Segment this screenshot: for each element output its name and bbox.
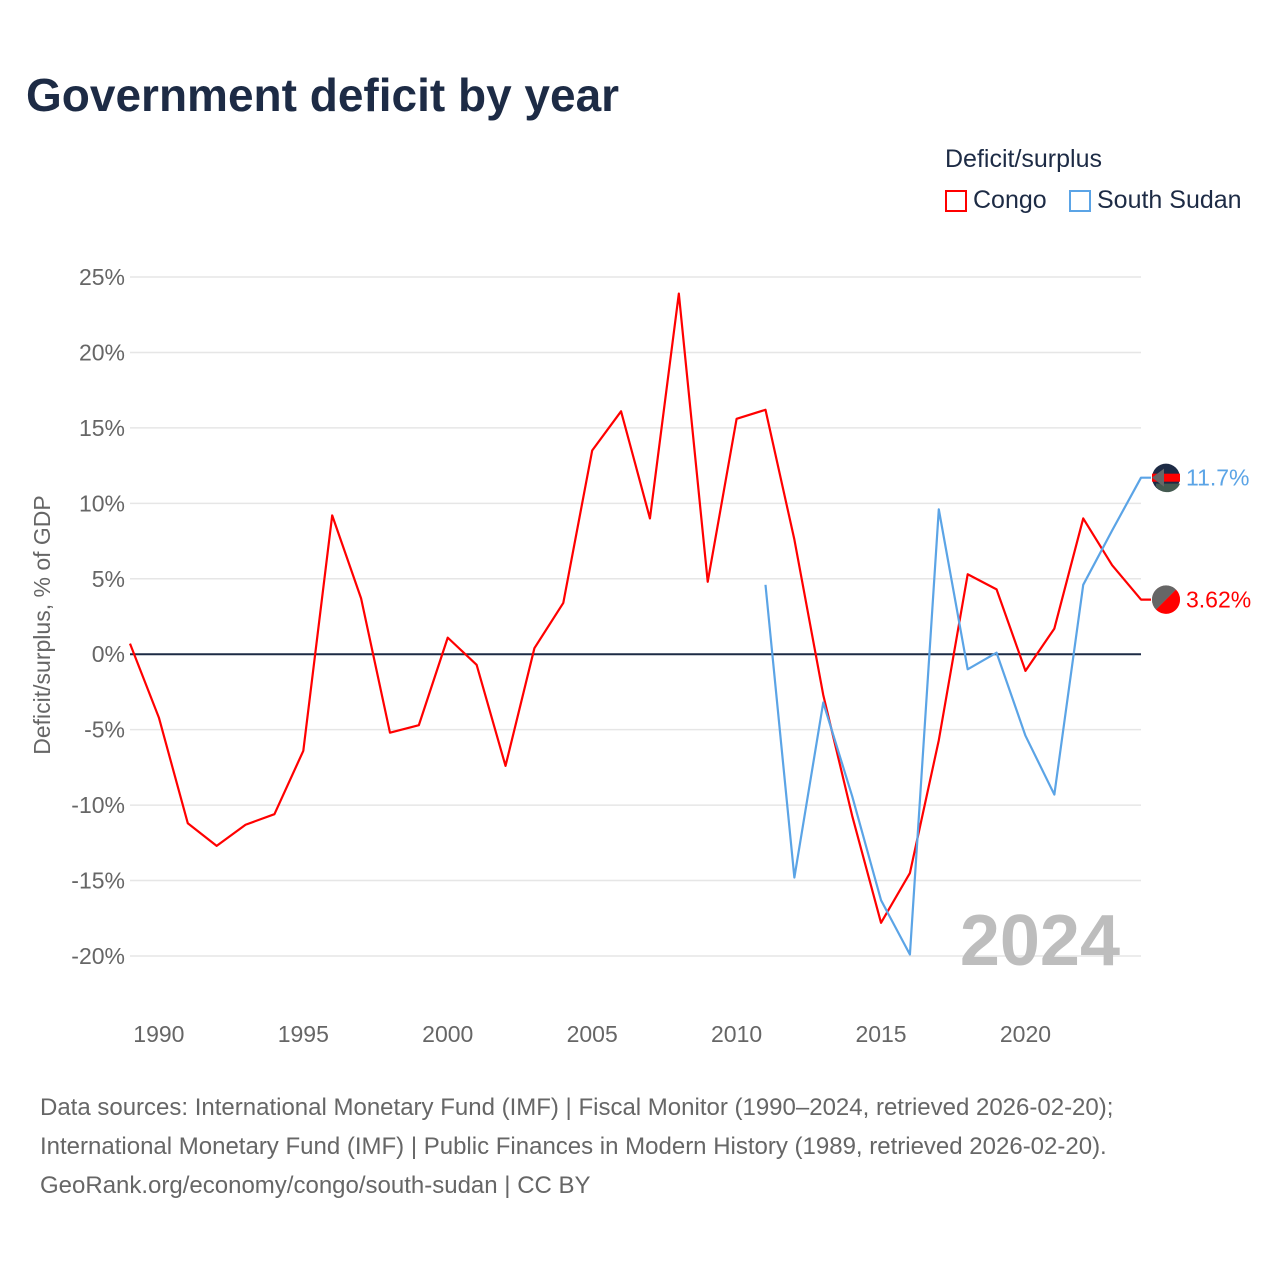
end-value-label: 3.62% <box>1186 587 1251 613</box>
series-line-congo <box>128 292 1151 924</box>
legend-item-congo[interactable]: Congo <box>945 186 1047 215</box>
x-tick-label: 1990 <box>133 1021 184 1047</box>
legend-label: South Sudan <box>1097 186 1242 214</box>
source-line: Data sources: International Monetary Fun… <box>40 1094 1114 1121</box>
y-tick-label: 15% <box>79 415 125 441</box>
flag-triangle <box>1152 468 1164 487</box>
x-tick-label: 1995 <box>278 1021 329 1047</box>
year-watermark: 2024 <box>960 901 1120 981</box>
legend-item-south-sudan[interactable]: South Sudan <box>1069 186 1242 215</box>
y-tick-label: 0% <box>92 641 125 667</box>
end-value-label: 11.7% <box>1186 465 1250 491</box>
y-axis-label: Deficit/surplus, % of GDP <box>29 495 55 754</box>
x-tick-label: 2000 <box>422 1021 473 1047</box>
legend-title: Deficit/surplus <box>945 145 1102 173</box>
x-tick-label: 2020 <box>1000 1021 1051 1047</box>
legend-label: Congo <box>973 186 1047 214</box>
chart-title: Government deficit by year <box>26 69 620 121</box>
source-line: International Monetary Fund (IMF) | Publ… <box>40 1133 1107 1160</box>
y-tick-label: -10% <box>71 792 125 818</box>
x-tick-label: 2010 <box>711 1021 762 1047</box>
y-tick-label: -5% <box>84 717 125 743</box>
y-tick-label: 25% <box>79 264 125 290</box>
flag-stripe <box>1156 589 1181 614</box>
y-tick-label: 5% <box>92 566 125 592</box>
x-tick-label: 2005 <box>567 1021 618 1047</box>
flag-stripe <box>1156 483 1180 493</box>
y-tick-label: 10% <box>79 490 125 516</box>
flag-stripe <box>1152 473 1180 482</box>
y-tick-label: -15% <box>71 868 125 894</box>
flag-stripe <box>1151 585 1176 610</box>
y-tick-label: -20% <box>71 943 125 969</box>
series-line-south-sudan <box>764 476 1151 956</box>
x-tick-label: 2015 <box>855 1021 906 1047</box>
legend-swatch <box>1069 189 1091 212</box>
legend-swatch <box>945 189 967 212</box>
footer: Data sources: International Monetary Fun… <box>40 1088 1113 1205</box>
attribution-link[interactable]: GeoRank.org/economy/congo/south-sudan | … <box>40 1172 591 1199</box>
y-tick-label: 20% <box>79 339 125 365</box>
